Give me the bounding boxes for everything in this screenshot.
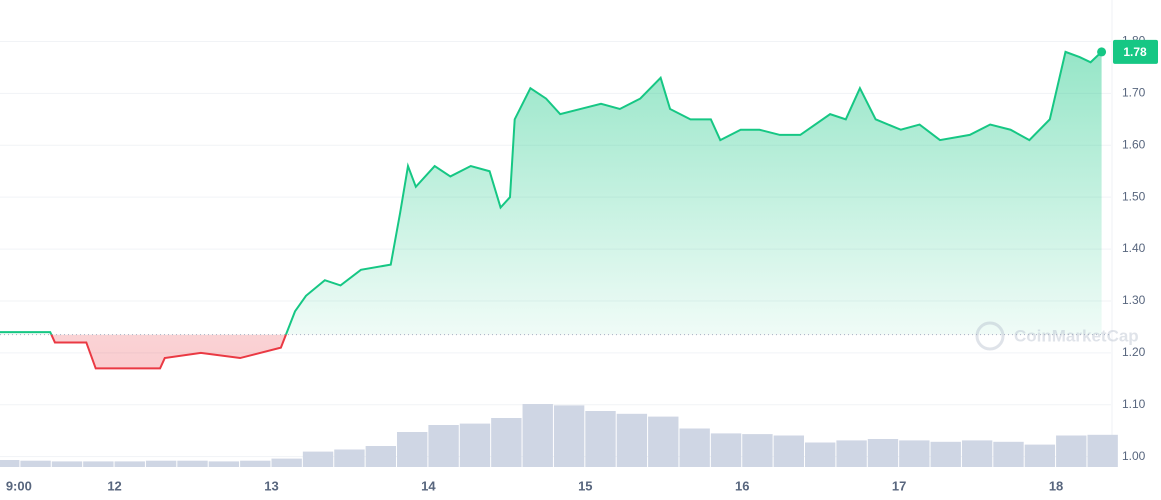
x-tick-label: 12: [107, 478, 121, 493]
volume-bar: [679, 428, 710, 467]
volume-bar: [710, 433, 742, 467]
volume-bar: [302, 451, 334, 467]
volume-bar: [522, 404, 553, 467]
price-tag-label: 1.78: [1123, 45, 1147, 59]
x-tick-label: 18: [1049, 478, 1063, 493]
volume-bar: [177, 460, 208, 467]
watermark-text: CoinMarketCap: [1014, 326, 1139, 345]
price-tag: [1113, 39, 1158, 64]
volume-bar: [648, 416, 679, 467]
volume-bar: [459, 423, 491, 467]
watermark: CoinMarketCap: [975, 321, 1139, 351]
y-tick-label: 1.10: [1122, 397, 1146, 411]
y-tick-label: 1.50: [1122, 189, 1146, 203]
y-tick-label: 1.20: [1122, 345, 1146, 359]
volume-bar: [930, 441, 961, 467]
x-tick-label: 16: [735, 478, 749, 493]
price-line-down: [50, 334, 288, 370]
volume-bar: [553, 405, 585, 467]
y-tick-label: 1.00: [1122, 449, 1146, 463]
volume-bar: [334, 449, 365, 467]
volume-bar: [616, 413, 648, 467]
volume-bar: [491, 418, 522, 467]
area-up: [0, 51, 1102, 335]
volume-bar: [742, 434, 773, 467]
volume-bar: [83, 461, 114, 467]
x-tick-label: 15: [578, 478, 592, 493]
volume-bar: [240, 460, 271, 467]
y-tick-label: 1.70: [1122, 86, 1146, 100]
volume-bar: [397, 432, 428, 467]
volume-bar: [114, 461, 145, 467]
volume-bar: [585, 411, 616, 467]
volume-bar: [1024, 444, 1056, 467]
volume-bar: [899, 440, 930, 467]
y-tick-label: 1.30: [1122, 293, 1146, 307]
volume-bar: [428, 425, 459, 467]
y-tick-label: 1.60: [1122, 137, 1146, 151]
volume-bar: [836, 440, 867, 467]
x-tick-label: 14: [421, 478, 436, 493]
volume-bar: [993, 441, 1024, 467]
volume-bar: [773, 435, 805, 467]
volume-bar: [208, 461, 240, 467]
volume-bar: [867, 439, 899, 467]
volume-bar: [145, 460, 177, 467]
volume-bar: [20, 460, 51, 467]
volume-bar: [1056, 435, 1087, 467]
last-point: [1097, 47, 1107, 57]
volume-bar: [0, 460, 20, 467]
x-tick-label: 17: [892, 478, 906, 493]
volume-bar: [271, 458, 302, 467]
volume-bar: [365, 446, 397, 467]
x-tick-label: 13: [264, 478, 278, 493]
volume-bar: [805, 442, 836, 467]
volume-bar: [1087, 434, 1118, 467]
price-line-up: [0, 50, 1103, 335]
y-tick-label: 1.40: [1122, 241, 1146, 255]
x-tick-label: 9:00: [6, 478, 32, 493]
volume-bar: [51, 461, 83, 467]
volume-bar: [961, 440, 993, 467]
area-down: [51, 334, 286, 369]
